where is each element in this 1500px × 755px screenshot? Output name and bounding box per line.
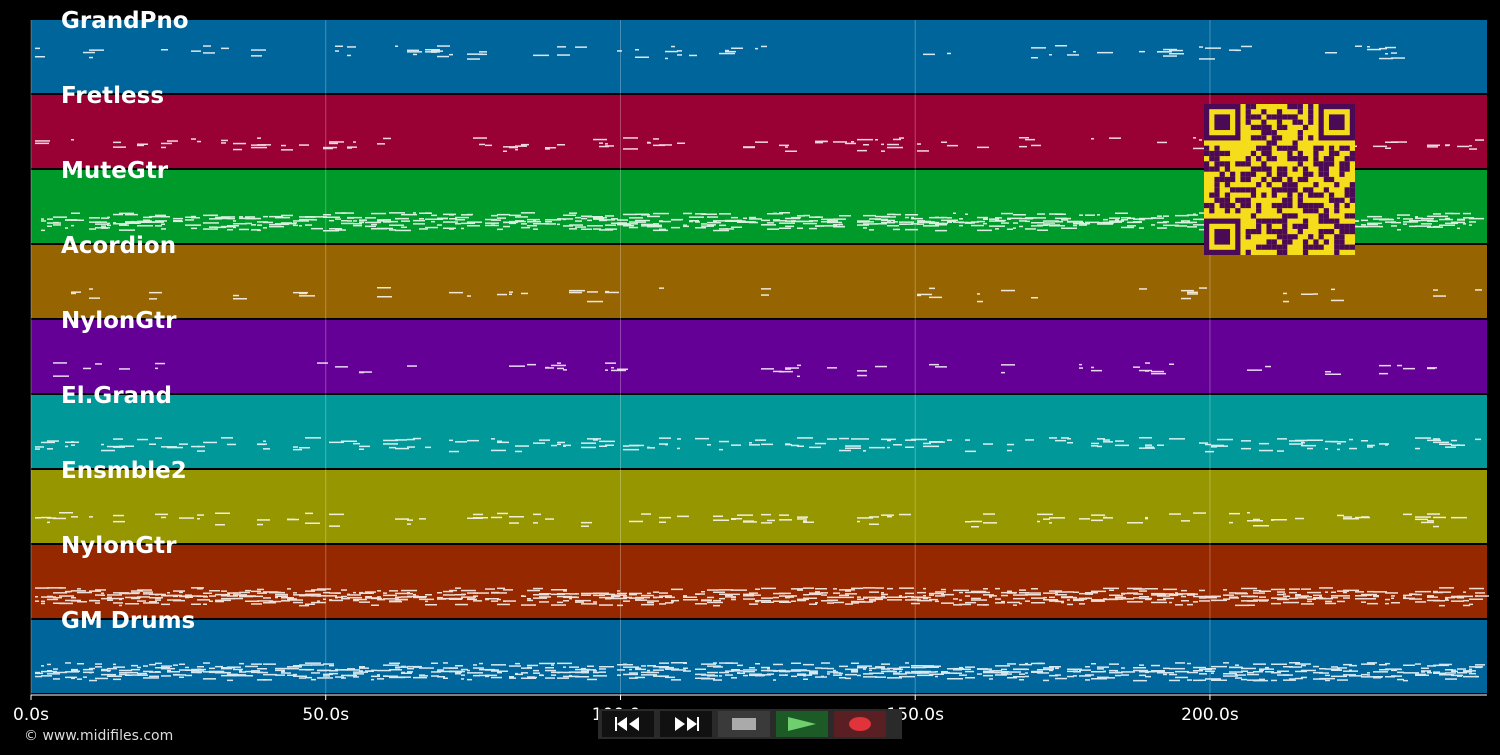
track-notes-9 — [35, 662, 1485, 682]
track-name-6: El.Grand — [61, 383, 172, 409]
tick-label-4: 200.0s — [1181, 705, 1239, 725]
track-notes-8 — [35, 587, 1489, 607]
track-lane-9 — [31, 620, 1487, 693]
rewind-button[interactable] — [602, 711, 654, 737]
track-notes-4 — [71, 287, 1482, 303]
track-lane-6 — [31, 395, 1487, 468]
track-name-1: GrandPno — [61, 8, 189, 34]
track-notes-1 — [35, 45, 1405, 60]
stop-button[interactable] — [718, 711, 770, 737]
piano-roll — [30, 20, 1489, 700]
record-icon — [849, 717, 871, 731]
transport-controls — [598, 709, 902, 739]
track-name-9: GM Drums — [61, 608, 196, 634]
track-name-4: Acordion — [61, 233, 177, 259]
track-name-3: MuteGtr — [61, 158, 169, 184]
track-lane-4 — [31, 245, 1487, 318]
fast-forward-button[interactable] — [660, 711, 712, 737]
qr-code-icon — [1204, 104, 1355, 255]
track-lane-5 — [31, 320, 1487, 393]
track-notes-5 — [53, 362, 1437, 378]
track-name-8: NylonGtr — [61, 533, 177, 559]
copyright-text: © www.midifiles.com — [24, 728, 174, 744]
rewind-icon — [615, 717, 639, 731]
play-icon — [788, 717, 816, 731]
track-lane-1 — [31, 20, 1487, 93]
track-notes-7 — [35, 512, 1467, 528]
tick-label-0: 0.0s — [13, 705, 49, 725]
track-name-7: Ensmble2 — [61, 458, 187, 484]
fast-forward-icon — [675, 717, 699, 731]
track-notes-6 — [35, 437, 1481, 453]
record-button[interactable] — [834, 711, 886, 737]
track-name-2: Fretless — [61, 83, 165, 109]
tick-label-1: 50.0s — [302, 705, 350, 725]
track-name-5: NylonGtr — [61, 308, 177, 334]
track-lane-8 — [31, 545, 1487, 618]
play-button[interactable] — [776, 711, 828, 737]
track-lane-7 — [31, 470, 1487, 543]
stop-icon — [732, 718, 756, 730]
